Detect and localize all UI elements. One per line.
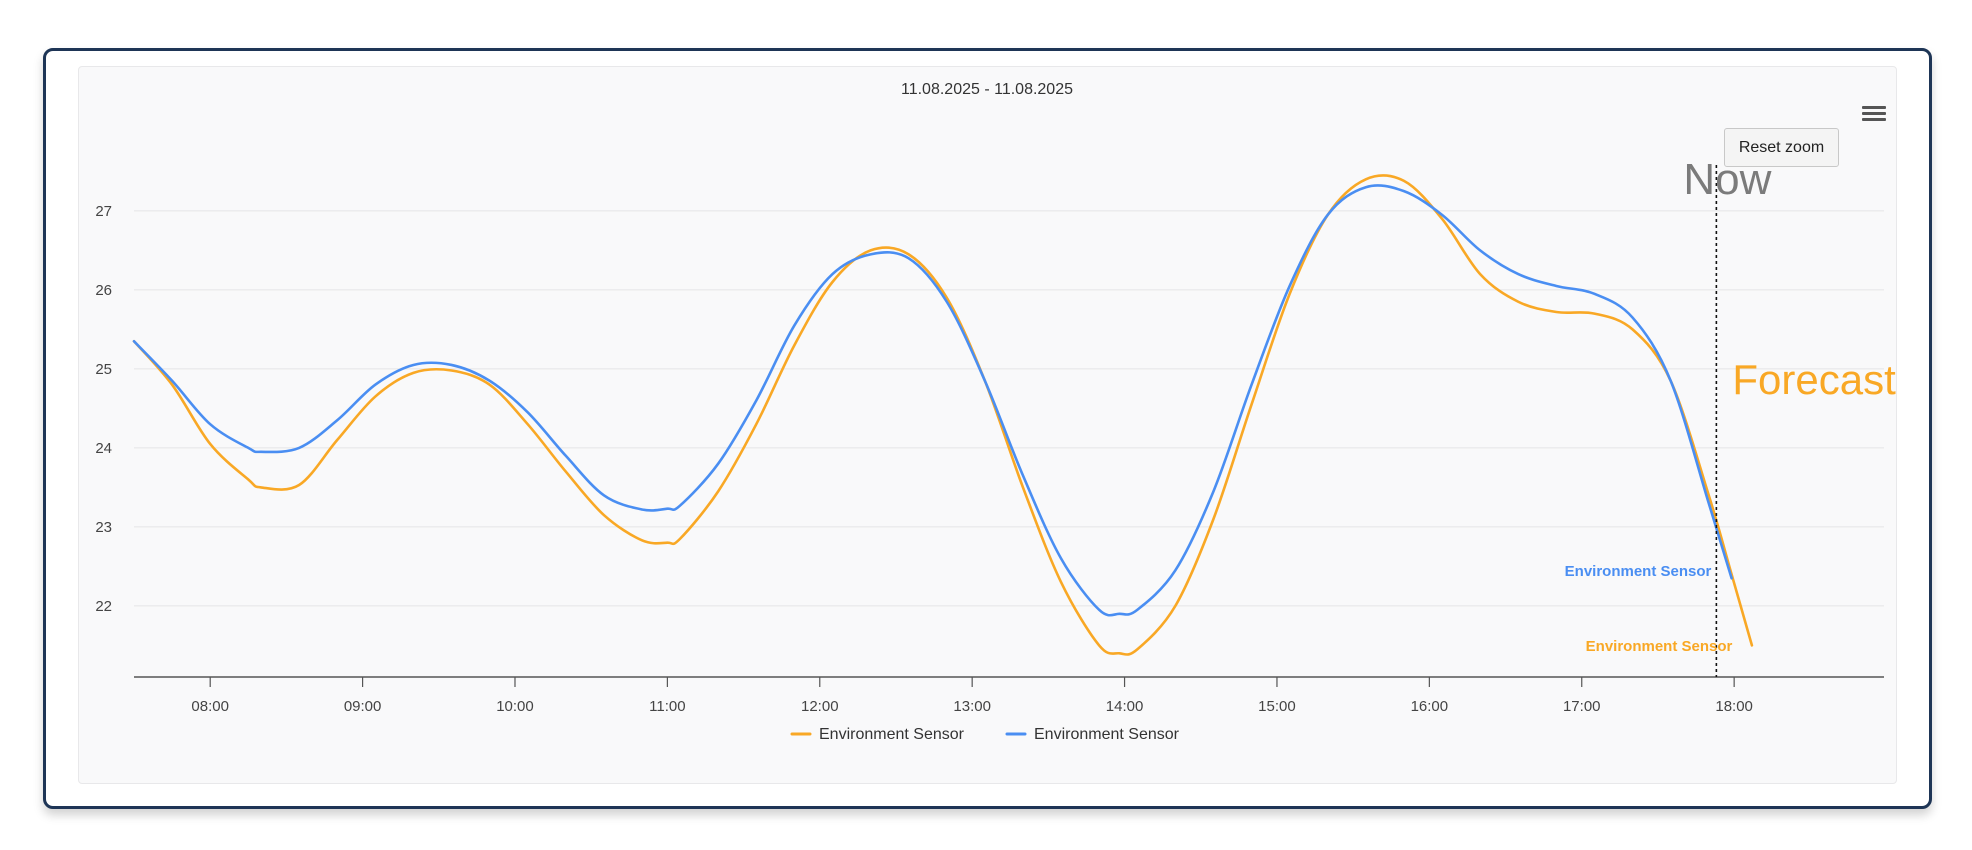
x-tick-label: 15:00	[1258, 698, 1296, 715]
y-tick-label: 26	[95, 282, 112, 299]
x-tick-label: 11:00	[649, 698, 685, 715]
x-tick-label: 10:00	[496, 698, 534, 715]
end-label-series-1: Environment Sensor	[1586, 638, 1733, 655]
x-tick-label: 12:00	[801, 698, 839, 715]
y-axis-ticks: 22 23 24 25 26 27	[95, 203, 112, 615]
x-tick-label: 16:00	[1411, 698, 1449, 715]
hamburger-menu-icon[interactable]	[1862, 103, 1886, 125]
x-tick-label: 17:00	[1563, 698, 1601, 715]
y-tick-label: 23	[95, 519, 112, 536]
x-tick-label: 18:00	[1715, 698, 1753, 715]
x-tick-label: 13:00	[953, 698, 991, 715]
end-label-series-2: Environment Sensor	[1565, 563, 1712, 580]
legend[interactable]: Environment Sensor Environment Sensor	[790, 726, 1180, 743]
chart-card: 11.08.2025 - 11.08.2025 22 23 24 25 26 27 08:…	[43, 48, 1932, 809]
x-axis-ticks: 08:00 09:00 10:00 11:00 12:00 13:00 14:00 15:00…	[134, 676, 1884, 715]
legend-item-1[interactable]: Environment Sensor	[819, 726, 965, 743]
x-tick-label: 09:00	[344, 698, 382, 715]
legend-item-2[interactable]: Environment Sensor	[1034, 726, 1180, 743]
x-tick-label: 08:00	[191, 698, 229, 715]
chart-svg[interactable]: 11.08.2025 - 11.08.2025 22 23 24 25 26 27 08:…	[79, 67, 1896, 783]
chart-panel: 11.08.2025 - 11.08.2025 22 23 24 25 26 27 08:…	[78, 66, 1897, 784]
series-line-1	[132, 174, 1754, 656]
x-tick-label: 14:00	[1106, 698, 1144, 715]
y-tick-label: 27	[95, 203, 112, 220]
y-tick-label: 25	[95, 361, 112, 378]
series-lines	[132, 174, 1754, 656]
y-tick-label: 22	[95, 598, 112, 615]
forecast-label: Forecast	[1732, 356, 1896, 403]
gridlines	[134, 210, 1884, 607]
chart-title: 11.08.2025 - 11.08.2025	[901, 81, 1073, 98]
reset-zoom-button[interactable]: Reset zoom	[1724, 128, 1839, 167]
series-line-2	[132, 184, 1733, 617]
y-tick-label: 24	[95, 440, 112, 457]
